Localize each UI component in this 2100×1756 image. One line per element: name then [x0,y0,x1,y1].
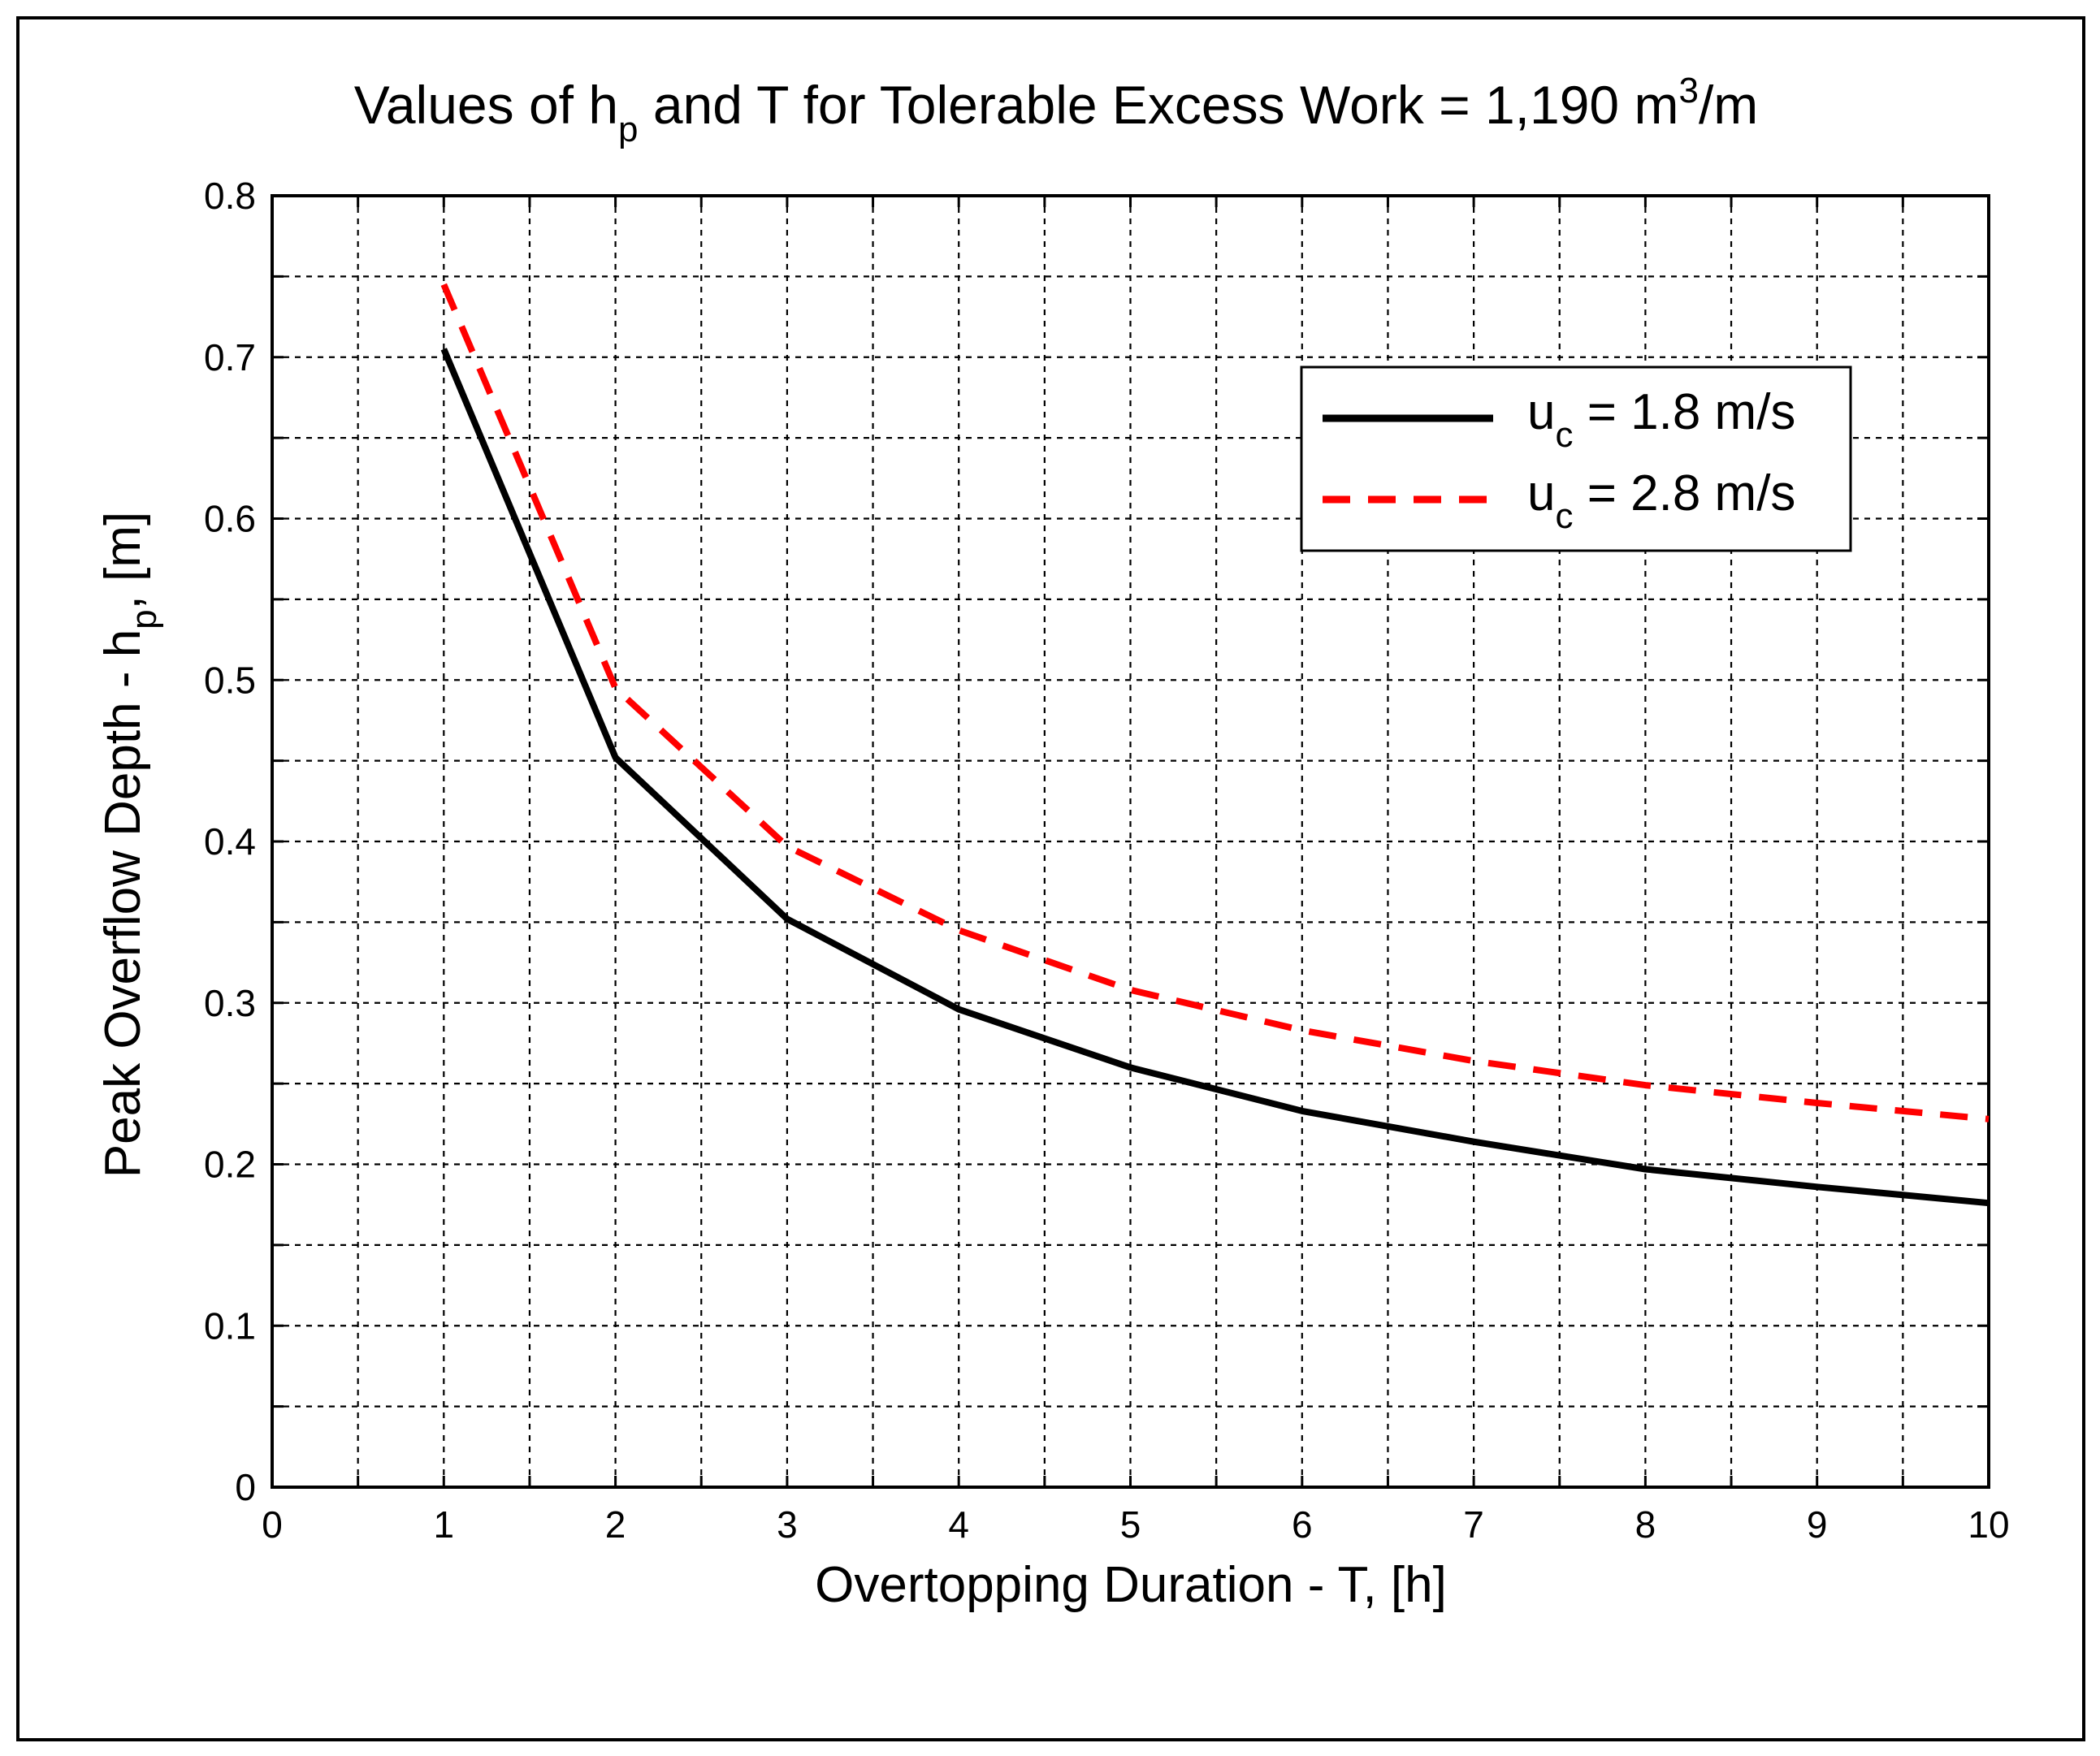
x-tick-label: 1 [434,1503,455,1546]
x-tick-label: 6 [1292,1503,1313,1546]
legend-label-series-2-main: u [1527,465,1555,521]
x-tick-label: 10 [1968,1503,2009,1546]
title-prefix: Values of h [354,75,618,135]
y-tick-label: 0.7 [204,336,256,378]
chart-title: Values of hp and T for Tolerable Excess … [354,71,1759,149]
x-tick-label: 0 [262,1503,283,1546]
series-line-1 [440,348,1990,1207]
title-middle: and T for Tolerable Excess Work = 1,190 … [639,75,1679,135]
x-tick-label: 2 [605,1503,626,1546]
outer-frame [16,16,2085,1741]
legend-label-series-2-sub: c [1555,496,1573,536]
y-tick-label: 0.3 [204,982,256,1024]
legend-box [1300,365,1852,552]
legend-label-series-1-main: u [1527,384,1555,440]
x-tick-label: 5 [1120,1503,1141,1546]
y-tick-labels: 0 0.1 0.2 0.3 0.4 0.5 0.6 0.7 0.8 [204,175,256,1508]
grid-lines [272,196,1989,1487]
series-line-2 [440,283,1990,1122]
x-tick-labels: 0 1 2 3 4 5 6 7 8 9 10 [262,1503,2009,1546]
y-tick-label: 0.1 [204,1304,256,1347]
legend: uc = 1.8 m/s uc = 2.8 m/s [1300,365,1852,552]
series-lines [440,283,1990,1207]
x-tick-label: 8 [1635,1503,1656,1546]
x-tick-label: 3 [777,1503,798,1546]
x-tick-label: 9 [1807,1503,1828,1546]
legend-label-series-2: uc = 2.8 m/s [1527,465,1795,536]
title-suffix: /m [1699,75,1758,135]
y-axis-title: Peak Overflow Depth - hp, [m] [95,512,164,1178]
x-tick-label: 7 [1463,1503,1484,1546]
y-tick-label: 0.8 [204,175,256,217]
title-superscript: 3 [1678,71,1698,110]
legend-label-series-1-sub: c [1555,415,1573,455]
y-tick-label: 0.6 [204,498,256,540]
legend-label-series-1: uc = 1.8 m/s [1527,384,1795,455]
legend-label-series-1-rest: = 1.8 m/s [1573,384,1795,440]
x-axis-title: Overtopping Duration - T, [h] [815,1557,1447,1613]
y-axis-title-prefix: Peak Overflow Depth - h [95,629,151,1178]
axis-ticks [271,194,1990,1489]
y-tick-label: 0.2 [204,1144,256,1186]
x-tick-label: 4 [948,1503,969,1546]
y-tick-label: 0 [235,1466,256,1508]
title-subscript: p [618,110,638,149]
y-tick-label: 0.5 [204,659,256,701]
y-tick-label: 0.4 [204,820,256,863]
y-axis-title-subscript: p [124,609,164,629]
y-axis-title-suffix: , [m] [95,512,151,610]
legend-label-series-2-rest: = 2.8 m/s [1573,465,1795,521]
